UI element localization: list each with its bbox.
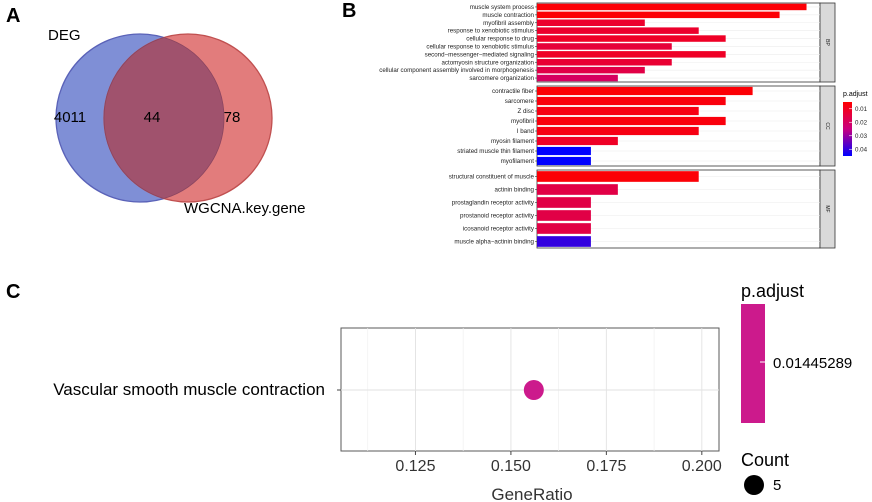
- kegg-legend-count-value: 5: [773, 477, 781, 494]
- go-term-label: cellular component assembly involved in …: [379, 67, 534, 74]
- go-term-label: myofibril: [511, 118, 534, 125]
- go-term-label: myosin filament: [491, 138, 534, 145]
- go-term-label: contractile fiber: [492, 88, 534, 95]
- go-bar: [537, 146, 591, 156]
- venn-count-deg-only: 4011: [54, 109, 86, 126]
- go-facet-strip-label: BP: [824, 39, 830, 46]
- kegg-legend-count-dot: [744, 475, 764, 495]
- go-facet-panel: [536, 169, 821, 249]
- go-term-label: myofilament: [501, 158, 535, 165]
- go-bar: [537, 59, 672, 66]
- go-term-label: muscle alpha−actinin binding: [454, 239, 534, 246]
- go-bar: [537, 126, 699, 136]
- venn-set-label-deg: DEG: [48, 27, 81, 44]
- panel-label-c: C: [6, 281, 20, 303]
- go-legend-colorbar: [843, 102, 852, 156]
- go-term-label: structural constituent of muscle: [449, 174, 535, 181]
- go-bar: [537, 106, 699, 116]
- go-bar: [537, 171, 699, 182]
- kegg-x-tick-label: 0.175: [586, 458, 626, 475]
- go-bar: [537, 43, 672, 50]
- venn-count-wgcna-only: 78: [224, 109, 241, 126]
- go-term-label: I band: [517, 128, 535, 135]
- go-bar: [537, 86, 753, 96]
- go-term-label: striated muscle thin filament: [457, 148, 534, 155]
- go-bar: [537, 74, 618, 82]
- go-bar: [537, 197, 591, 208]
- go-bar: [537, 136, 618, 146]
- go-bar: [537, 66, 645, 74]
- go-term-label: prostanoid receptor activity: [460, 213, 535, 220]
- go-term-label: second−messenger−mediated signaling: [425, 51, 535, 58]
- go-term-label: actinin binding: [494, 187, 534, 194]
- go-bar: [537, 116, 726, 126]
- go-term-label: Z disc: [517, 108, 534, 115]
- go-bar: [537, 27, 699, 34]
- panel-label-b: B: [342, 0, 356, 22]
- kegg-legend-padj-title: p.adjust: [741, 281, 804, 301]
- kegg-legend-colorbar: [741, 304, 765, 423]
- go-term-label: muscle contraction: [482, 12, 534, 19]
- go-legend-title: p.adjust: [843, 91, 868, 98]
- go-bar: [537, 156, 591, 166]
- go-bar: [537, 19, 645, 26]
- kegg-legend: p.adjust 0.01445289 Count 5: [741, 281, 852, 495]
- kegg-x-axis-title: GeneRatio: [491, 485, 572, 502]
- venn-set-label-wgcna: WGCNA.key.gene: [184, 200, 305, 217]
- go-term-label: response to xenobiotic stimulus: [448, 28, 534, 35]
- kegg-x-tick-label: 0.150: [491, 458, 531, 475]
- venn-overlap: [103, 37, 225, 199]
- go-bar: [537, 184, 618, 195]
- go-facet-strip: [819, 2, 836, 83]
- go-term-label: sarcomere organization: [469, 75, 534, 82]
- go-bar: [537, 3, 807, 11]
- go-bar: [537, 236, 591, 247]
- go-legend-tick-label: 0.03: [855, 133, 868, 140]
- go-term-label: prostaglandin receptor activity: [452, 200, 535, 207]
- go-bar: [537, 11, 780, 19]
- go-term-label: sarcomere: [505, 98, 535, 105]
- go-bar: [537, 96, 726, 106]
- go-bar: [537, 223, 591, 234]
- go-term-label: actomyosin structure organization: [441, 59, 534, 66]
- venn-diagram: DEG WGCNA.key.gene 4011 44 78: [48, 27, 305, 217]
- kegg-dot-point: [523, 380, 544, 400]
- panel-label-a: A: [6, 5, 20, 27]
- kegg-dot-plot: Vascular smooth muscle contraction 0.125…: [53, 327, 722, 502]
- go-term-label: muscle system process: [470, 4, 534, 11]
- kegg-legend-count-title: Count: [741, 450, 789, 470]
- go-facet-strip: [819, 169, 836, 249]
- go-legend: p.adjust 0.01 0.02 0.03 0.04: [843, 91, 868, 156]
- kegg-x-tick-label: 0.200: [682, 458, 722, 475]
- go-legend-tick-label: 0.02: [855, 119, 868, 126]
- go-bar: [537, 51, 726, 58]
- kegg-x-tick-label: 0.125: [395, 458, 435, 475]
- go-facet-strip: [819, 85, 836, 167]
- go-facet-strip-label: MF: [824, 205, 830, 212]
- go-bar: [537, 35, 726, 42]
- go-bar: [537, 210, 591, 221]
- go-legend-tick-label: 0.04: [855, 146, 868, 153]
- go-legend-tick-label: 0.01: [855, 106, 868, 113]
- go-term-label: myofibril assembly: [483, 20, 535, 27]
- venn-count-intersection: 44: [144, 109, 161, 126]
- go-facet-strip-label: CC: [824, 122, 830, 130]
- kegg-legend-padj-value: 0.01445289: [773, 355, 852, 372]
- go-term-label: cellular response to drug: [466, 36, 534, 43]
- kegg-term-label: Vascular smooth muscle contraction: [53, 380, 325, 399]
- go-term-label: icosanoid receptor activity: [463, 226, 535, 233]
- go-term-label: cellular response to xenobiotic stimulus: [426, 43, 534, 50]
